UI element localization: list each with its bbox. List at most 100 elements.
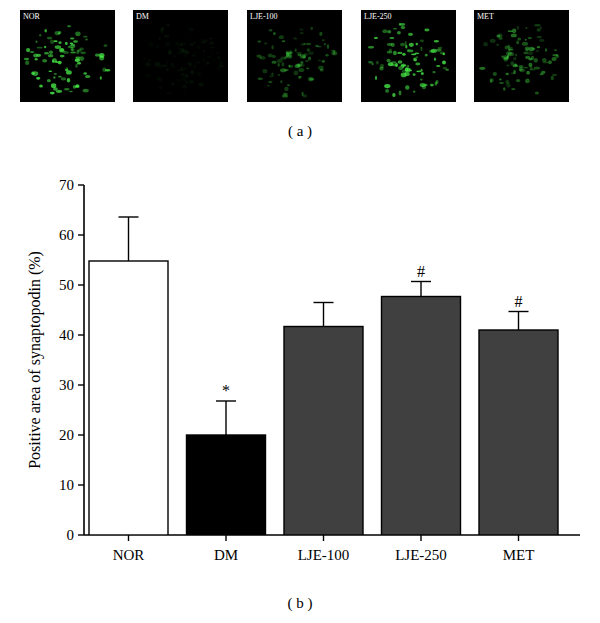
fluorescence-spot xyxy=(440,52,445,55)
fluorescence-spot xyxy=(397,52,402,54)
fluorescence-spot xyxy=(63,51,69,54)
error-cap xyxy=(314,302,334,303)
fluorescence-spot xyxy=(194,64,196,68)
fluorescence-spot xyxy=(70,52,76,54)
fluorescence-spot xyxy=(385,89,389,93)
fluorescence-spot xyxy=(376,61,379,65)
fluorescence-spot xyxy=(529,69,535,71)
fluorescence-spot xyxy=(166,68,169,71)
fluorescence-spot xyxy=(380,64,384,68)
fluorescence-spot xyxy=(514,63,517,66)
fluorescence-spot xyxy=(198,83,204,87)
fluorescence-spot xyxy=(505,46,509,50)
fluorescence-spot xyxy=(420,39,424,42)
image-label: LJE-250 xyxy=(364,12,392,21)
x-tick-label: MET xyxy=(503,547,535,563)
fluorescence-spot xyxy=(264,43,267,45)
fluorescence-spot xyxy=(271,61,276,64)
fluorescence-spot xyxy=(53,76,55,79)
y-tick xyxy=(78,284,84,285)
fluorescence-spot xyxy=(387,30,391,33)
fluorescence-spot xyxy=(194,53,197,55)
fluorescence-spot xyxy=(420,79,422,81)
fluorescence-spot xyxy=(542,58,547,62)
fluorescence-spot xyxy=(186,80,188,84)
fluorescence-spot xyxy=(217,56,220,60)
fluorescence-spot xyxy=(166,24,170,27)
fluorescence-spot xyxy=(499,78,501,80)
x-tick-label: LJE-100 xyxy=(298,547,350,563)
y-tick-label: 30 xyxy=(59,377,74,393)
fluorescence-spot xyxy=(402,53,406,56)
fluorescence-spot xyxy=(280,80,282,84)
y-tick-label: 20 xyxy=(59,427,74,443)
fluorescence-spot xyxy=(531,56,534,59)
fluorescence-spot xyxy=(525,39,527,41)
fluorescence-spot xyxy=(184,91,186,95)
fluorescence-spot xyxy=(501,56,503,58)
fluorescence-spot xyxy=(534,66,540,69)
micrograph xyxy=(247,10,342,102)
fluorescence-spot xyxy=(156,45,159,47)
fluorescence-spot xyxy=(148,59,151,61)
fluorescence-spot xyxy=(531,48,535,50)
fluorescence-spot xyxy=(498,34,503,38)
fluorescence-spot xyxy=(308,56,311,60)
fluorescence-spot xyxy=(158,37,161,40)
y-tick xyxy=(78,434,84,435)
fluorescence-spot xyxy=(307,48,311,52)
fluorescence-spot xyxy=(184,37,190,39)
fluorescence-spot xyxy=(145,74,151,76)
fluorescence-spot xyxy=(185,74,189,78)
fluorescence-spot xyxy=(306,43,311,45)
fluorescence-spot xyxy=(165,42,171,46)
fluorescence-spot xyxy=(390,64,395,66)
fluorescence-spot xyxy=(160,27,164,32)
x-tick-label: LJE-250 xyxy=(395,547,447,563)
fluorescence-spot xyxy=(382,29,387,33)
x-tick xyxy=(128,535,129,541)
significance-mark: * xyxy=(222,382,230,399)
fluorescence-spot xyxy=(146,62,151,67)
fluorescence-spot xyxy=(218,61,223,65)
fluorescence-spot xyxy=(389,48,392,51)
fluorescence-spot xyxy=(331,50,335,52)
fluorescence-spot xyxy=(168,50,171,54)
figure: NORDMLJE-100LJE-250MET( a )0102030405060… xyxy=(0,0,600,623)
fluorescence-spot xyxy=(554,49,557,51)
fluorescence-spot xyxy=(490,78,494,82)
fluorescence-spot xyxy=(436,65,440,67)
image-label: DM xyxy=(136,12,149,21)
fluorescence-spot xyxy=(516,79,521,82)
bar xyxy=(479,330,558,535)
fluorescence-spot xyxy=(298,76,301,79)
fluorescence-spot xyxy=(303,56,306,59)
fluorescence-spot xyxy=(37,47,43,49)
image-label: NOR xyxy=(23,12,41,21)
fluorescence-spot xyxy=(552,57,557,61)
fluorescence-spot xyxy=(42,59,47,63)
fluorescence-spot xyxy=(282,40,286,42)
fluorescence-spot xyxy=(442,61,446,65)
fluorescence-spot xyxy=(424,29,429,32)
fluorescence-spot xyxy=(70,38,75,40)
fluorescence-spot xyxy=(76,50,79,55)
fluorescence-spot xyxy=(534,58,538,63)
fluorescence-spot xyxy=(408,33,413,36)
fluorescence-spot xyxy=(539,39,544,42)
fluorescence-spot xyxy=(260,56,265,60)
fluorescence-spot xyxy=(537,28,541,31)
fluorescence-spot xyxy=(289,65,294,68)
fluorescence-spot xyxy=(413,91,415,93)
fluorescence-spot xyxy=(391,43,395,47)
fluorescence-spot xyxy=(506,73,509,75)
fluorescence-spot xyxy=(180,48,185,53)
panel-label: ( b ) xyxy=(288,595,313,612)
y-tick xyxy=(78,384,84,385)
fluorescence-spot xyxy=(434,57,436,61)
fluorescence-spot xyxy=(56,90,62,93)
fluorescence-spot xyxy=(104,44,108,47)
error-bar xyxy=(216,401,236,435)
fluorescence-spot xyxy=(400,43,405,47)
fluorescence-spot xyxy=(523,67,528,69)
